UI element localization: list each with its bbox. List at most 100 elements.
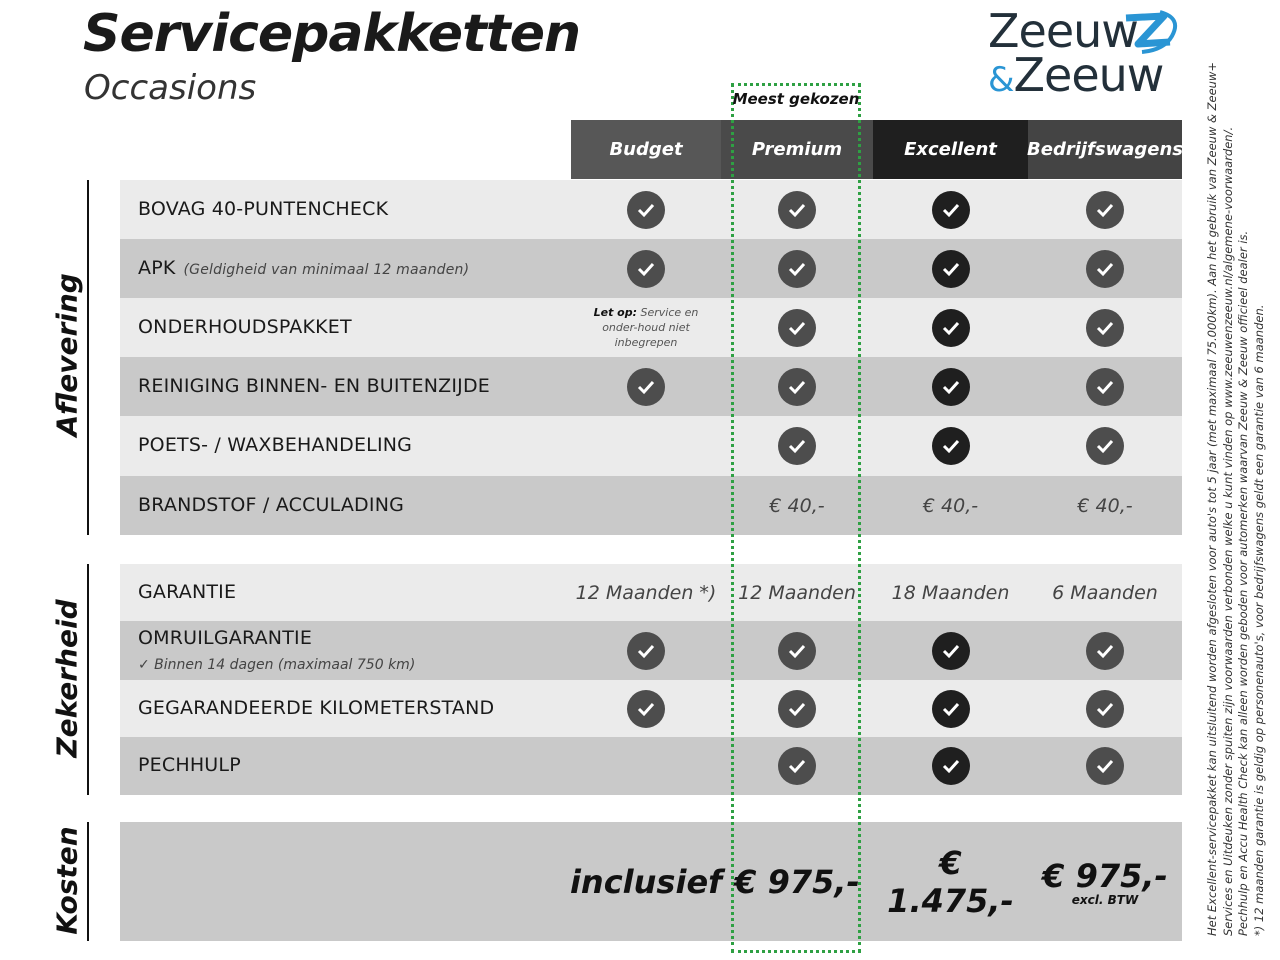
table-row: REINIGING BINNEN- EN BUITENZIJDE xyxy=(120,357,1182,416)
check-icon xyxy=(1086,249,1124,288)
row-label-text: REINIGING BINNEN- EN BUITENZIJDE xyxy=(138,374,490,397)
cell-premium: 12 Maanden xyxy=(721,564,873,621)
cell-bedrijfswagens: € 975,- excl. BTW xyxy=(1028,822,1182,941)
table-row: OMRUILGARANTIE ✓ Binnen 14 dagen (maximaa… xyxy=(120,621,1182,680)
cell-budget xyxy=(571,239,721,298)
cell-note: Let op: Service en onder-houd niet inbeg… xyxy=(576,305,716,350)
note-text: Service en onder-houd niet inbegrepen xyxy=(602,306,699,349)
row-label-text: GEGARANDEERDE KILOMETERSTAND xyxy=(138,696,495,719)
page-subtitle: Occasions xyxy=(84,68,257,108)
row-label-note: (Geldigheid van minimaal 12 maanden) xyxy=(183,261,470,278)
check-icon xyxy=(778,190,816,229)
cell-bedrijfswagens xyxy=(1028,416,1182,476)
cell-value: € 40,- xyxy=(769,494,825,517)
section-label-zekerheid: Zekerheid xyxy=(50,598,84,758)
table-row: PECHHULP xyxy=(120,737,1182,795)
row-label: PECHHULP xyxy=(138,754,241,776)
cell-value: € 40,- xyxy=(922,494,979,517)
row-label-text: PECHHULP xyxy=(138,754,241,776)
cell-budget xyxy=(571,476,721,535)
check-icon xyxy=(778,631,816,670)
cell-premium xyxy=(721,298,873,357)
column-header-budget: Budget xyxy=(571,120,721,179)
cell-bedrijfswagens xyxy=(1028,357,1182,416)
check-icon xyxy=(1086,631,1124,670)
cell-excellent xyxy=(873,298,1028,357)
check-icon xyxy=(1086,747,1124,785)
row-label: BOVAG 40-PUNTENCHECK xyxy=(138,198,388,220)
check-icon xyxy=(931,427,970,465)
note-bold: Let op: xyxy=(593,306,637,319)
table-row: inclusief € 975,- € 1.475,- € 975,- excl. BT… xyxy=(120,822,1182,941)
row-label: OMRUILGARANTIE xyxy=(138,627,312,649)
cell-excellent: € 40,- xyxy=(873,476,1028,535)
check-icon xyxy=(778,249,816,288)
price-value: € 975,- excl. BTW xyxy=(1042,857,1168,907)
check-icon xyxy=(931,689,970,728)
cell-bedrijfswagens xyxy=(1028,737,1182,795)
cell-excellent: 18 Maanden xyxy=(873,564,1028,621)
cell-bedrijfswagens xyxy=(1028,298,1182,357)
row-label: POETS- / WAXBEHANDELING xyxy=(138,434,412,456)
check-icon xyxy=(778,427,816,465)
check-icon xyxy=(931,249,970,288)
table-row: GEGARANDEERDE KILOMETERSTAND xyxy=(120,680,1182,737)
table-row: BRANDSTOF / ACCULADING € 40,- € 40,- € 40,- xyxy=(120,476,1182,535)
section-label-aflevering: Aflevering xyxy=(50,272,84,436)
most-chosen-highlight xyxy=(731,83,861,953)
footnotes: Het Excellent-servicepakket kan uitsluit… xyxy=(1205,62,1267,936)
cell-bedrijfswagens xyxy=(1028,621,1182,680)
check-icon xyxy=(1086,367,1124,406)
check-icon xyxy=(1086,689,1124,728)
cell-excellent xyxy=(873,680,1028,737)
row-label-text: BOVAG 40-PUNTENCHECK xyxy=(138,197,389,220)
cell-budget: 12 Maanden *) xyxy=(571,564,721,621)
cell-premium xyxy=(721,180,873,239)
table-row: POETS- / WAXBEHANDELING xyxy=(120,416,1182,476)
cell-premium xyxy=(721,621,873,680)
row-sublabel: ✓ Binnen 14 dagen (maximaal 750 km) xyxy=(138,657,416,673)
check-icon xyxy=(931,367,970,406)
cell-bedrijfswagens xyxy=(1028,239,1182,298)
row-label: REINIGING BINNEN- EN BUITENZIJDE xyxy=(138,375,490,397)
section-divider-line xyxy=(87,822,89,941)
section-divider-line xyxy=(87,180,89,535)
cell-value: 12 Maanden *) xyxy=(575,581,717,604)
cell-budget xyxy=(571,180,721,239)
cell-value: 6 Maanden xyxy=(1052,581,1158,604)
check-icon xyxy=(931,747,970,785)
cell-bedrijfswagens: 6 Maanden xyxy=(1028,564,1182,621)
price-value: € 975,- xyxy=(734,863,860,901)
column-header-premium: Premium xyxy=(721,120,873,179)
check-icon xyxy=(1086,308,1124,347)
check-icon xyxy=(627,367,665,406)
row-label: ONDERHOUDSPAKKET xyxy=(138,316,352,338)
cell-budget xyxy=(571,737,721,795)
cell-bedrijfswagens xyxy=(1028,680,1182,737)
cell-excellent xyxy=(873,357,1028,416)
z-swoosh-icon xyxy=(1125,10,1177,54)
table-row: APK (Geldigheid van minimaal 12 maanden) xyxy=(120,239,1182,298)
table-row: BOVAG 40-PUNTENCHECK xyxy=(120,180,1182,239)
footnote: Het Excellent-servicepakket kan uitsluit… xyxy=(1205,62,1219,936)
cell-budget xyxy=(571,680,721,737)
row-label-text: ONDERHOUDSPAKKET xyxy=(138,315,352,338)
cell-premium xyxy=(721,737,873,795)
cell-value: 12 Maanden xyxy=(738,581,856,604)
cell-premium: € 975,- xyxy=(721,822,873,941)
section-label-kosten: Kosten xyxy=(50,825,84,935)
footnote: *) 12 maanden garantie is geldig op pers… xyxy=(1251,304,1266,936)
footnote: Services en Uitdeuken zonder spuiten zij… xyxy=(1220,126,1235,936)
price-value: € 1.475,- xyxy=(873,844,1028,920)
cell-excellent xyxy=(873,737,1028,795)
section-divider-line xyxy=(87,564,89,795)
check-icon xyxy=(627,631,665,670)
check-icon xyxy=(931,190,970,229)
cell-excellent xyxy=(873,621,1028,680)
row-label: APK (Geldigheid van minimaal 12 maanden) xyxy=(138,257,469,279)
check-icon xyxy=(778,367,816,406)
cell-excellent: € 1.475,- xyxy=(873,822,1028,941)
footnote: Pechhulp en Accu Health Check kan alleen… xyxy=(1236,230,1250,936)
price-subnote: excl. BTW xyxy=(1071,892,1139,907)
cell-budget xyxy=(571,416,721,476)
